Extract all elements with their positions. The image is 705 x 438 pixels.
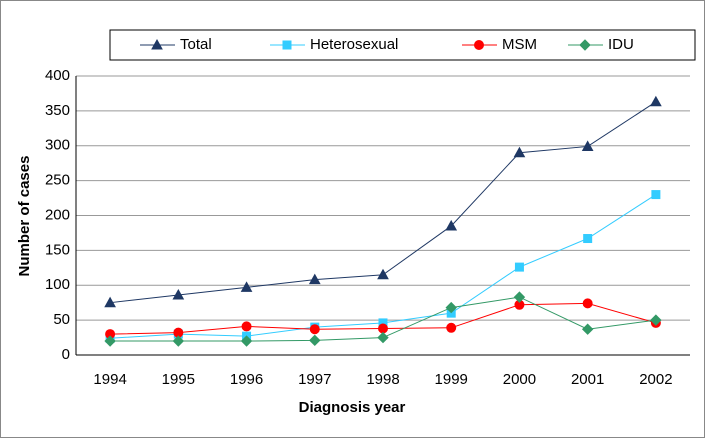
data-point [240, 281, 253, 292]
data-point [582, 298, 593, 309]
data-point [445, 219, 458, 231]
data-point [446, 322, 457, 333]
x-axis-label: Diagnosis year [299, 399, 406, 416]
data-point [651, 190, 661, 200]
data-point [513, 146, 526, 158]
data-point [513, 291, 526, 303]
data-point [377, 268, 389, 280]
y-tick-label: 350 [45, 102, 70, 119]
x-tick-label: 1997 [298, 371, 331, 388]
x-tick-label: 1998 [366, 371, 399, 388]
x-tick-label: 2000 [503, 371, 536, 388]
legend-marker [474, 40, 484, 50]
data-point [378, 323, 388, 334]
data-point [514, 262, 524, 272]
y-tick-label: 250 [45, 172, 70, 189]
y-axis-label: Number of cases [16, 156, 33, 277]
data-point [104, 296, 116, 308]
legend-label: Total [180, 36, 212, 53]
legend-label: Heterosexual [310, 36, 398, 53]
data-point [377, 331, 389, 344]
y-tick-label: 300 [45, 137, 70, 154]
data-point [309, 324, 320, 335]
data-point [581, 140, 594, 151]
x-tick-label: 2001 [571, 371, 604, 388]
legend-label: IDU [608, 36, 634, 53]
x-tick-label: 1996 [230, 371, 263, 388]
legend-marker [579, 39, 591, 51]
x-tick-label: 2002 [639, 371, 672, 388]
legend-label: MSM [502, 36, 537, 53]
data-point [241, 321, 252, 332]
data-point [172, 335, 185, 347]
x-tick-label: 1999 [435, 371, 468, 388]
y-tick-label: 150 [45, 241, 70, 258]
data-point [240, 335, 253, 347]
data-point [104, 335, 116, 347]
data-point [583, 234, 593, 244]
data-point [309, 334, 321, 347]
x-tick-label: 1995 [162, 371, 195, 388]
legend-marker [151, 38, 163, 50]
data-point [650, 95, 662, 107]
y-tick-label: 100 [45, 276, 70, 293]
legend-marker [282, 40, 292, 50]
y-tick-label: 400 [45, 67, 70, 84]
data-point [445, 301, 457, 314]
data-point [172, 288, 185, 300]
y-tick-label: 0 [62, 346, 70, 363]
y-tick-label: 200 [45, 206, 70, 223]
data-point [650, 314, 662, 326]
y-tick-label: 50 [53, 311, 70, 328]
data-point [308, 273, 321, 285]
x-tick-label: 1994 [93, 371, 126, 388]
data-point [581, 323, 594, 335]
